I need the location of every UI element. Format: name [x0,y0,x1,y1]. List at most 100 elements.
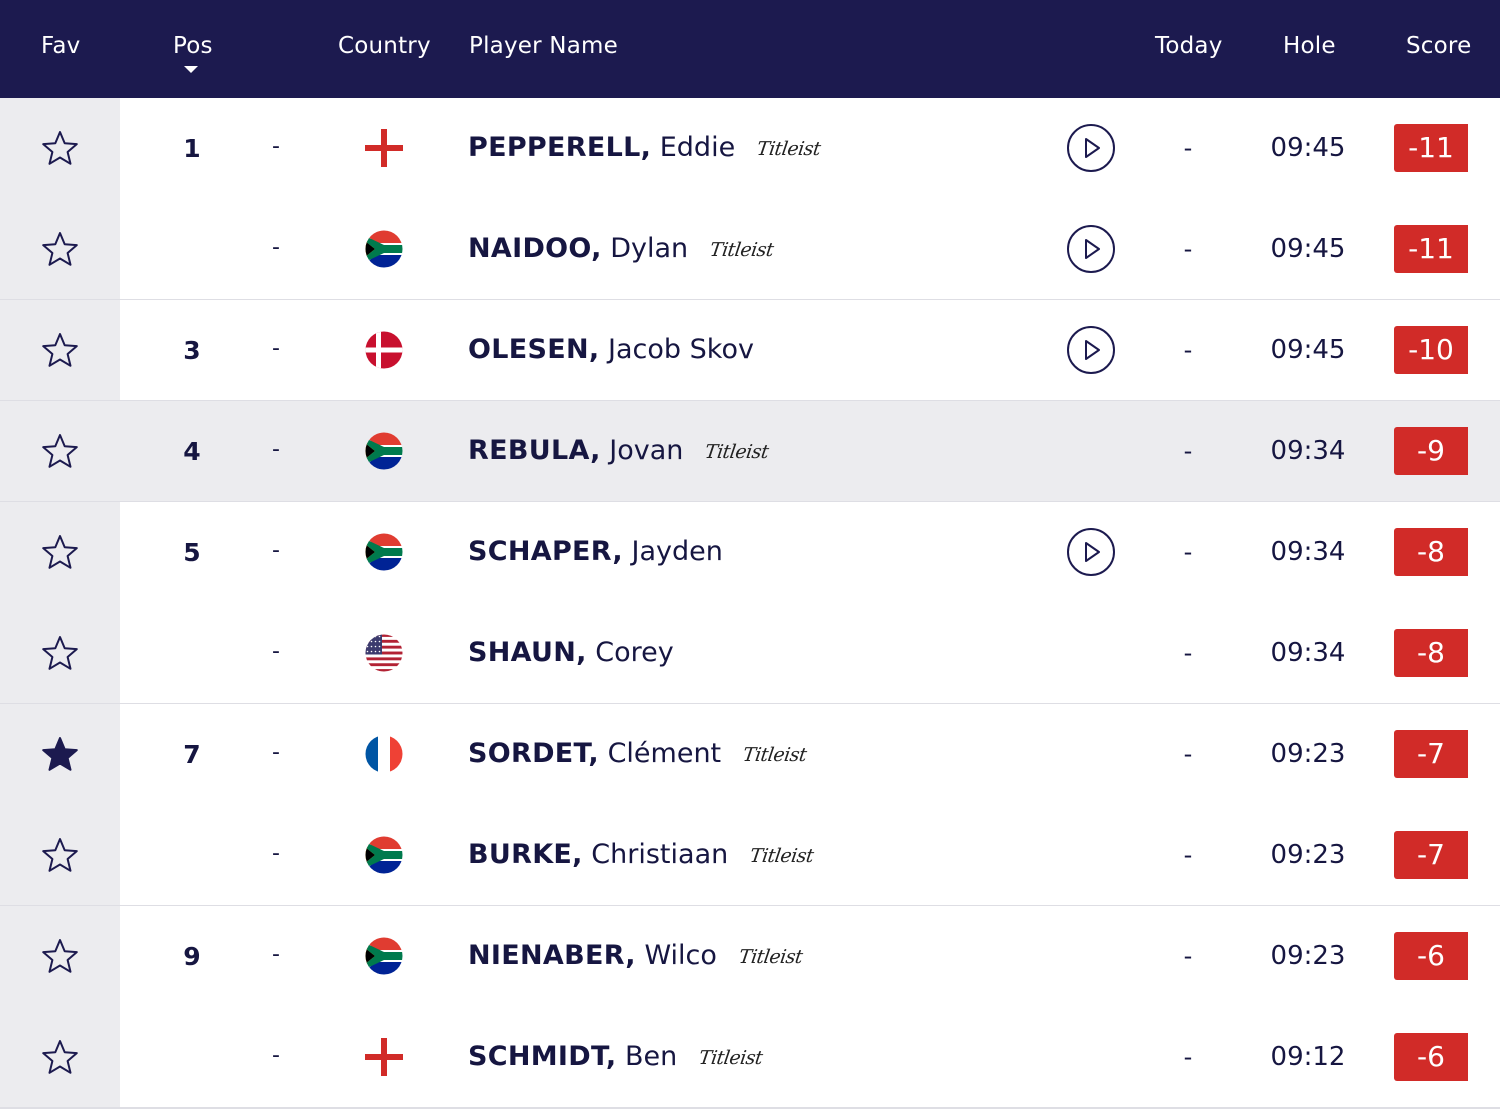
player-first-name: Wilco [635,940,717,971]
position-movement: - [272,235,280,260]
total-score-badge: -6 [1394,932,1468,980]
player-name[interactable]: PEPPERELL, Eddie Titleist [468,132,822,163]
south-africa-flag-icon [365,230,403,268]
tee-time: 09:45 [1270,234,1346,264]
table-row[interactable]: 9 - NIENABER, Wilco Titleist - 09:23 -6 [0,906,1500,1007]
tee-time: 09:45 [1270,335,1346,365]
total-score-badge: -10 [1394,326,1468,374]
player-name[interactable]: NIENABER, Wilco Titleist [468,940,804,971]
position: 4 [183,437,201,466]
today-score: - [1183,1043,1193,1071]
sponsor-logo: Titleist [708,238,775,261]
player-first-name: Clément [598,738,722,769]
fav-cell [0,300,120,401]
today-column-header: Today [1155,33,1223,59]
player-last-name: SHAUN, [468,637,587,668]
tee-time: 09:23 [1270,739,1346,769]
south-africa-flag-icon [365,937,403,975]
player-name[interactable]: SCHAPER, Jayden [468,536,723,567]
play-video-icon[interactable] [1066,123,1116,173]
position: 3 [183,336,201,365]
position-movement: - [272,841,280,866]
today-score: - [1183,740,1193,768]
fav-cell [0,1007,120,1108]
position-movement: - [272,437,280,462]
sponsor-logo: Titleist [703,440,771,463]
table-row[interactable]: 1 - PEPPERELL, Eddie Titleist - 09:45 -11 [0,98,1500,199]
player-name[interactable]: REBULA, Jovan Titleist [468,435,771,466]
table-row[interactable]: - SHAUN, Corey - 09:34 -8 [0,603,1500,704]
tee-time: 09:34 [1270,436,1346,466]
country-column-header: Country [338,33,431,59]
position-movement: - [272,942,280,967]
player-name[interactable]: SHAUN, Corey [468,637,674,668]
fav-cell [0,805,120,906]
player-name[interactable]: SORDET, Clément Titleist [468,738,808,769]
player-name[interactable]: SCHMIDT, Ben Titleist [468,1041,764,1072]
player-name[interactable]: NAIDOO, Dylan Titleist [468,233,775,264]
player-last-name: PEPPERELL, [468,132,652,163]
today-score: - [1183,437,1193,465]
table-row[interactable]: - BURKE, Christiaan Titleist - 09:23 -7 [0,805,1500,906]
star-icon[interactable] [41,1039,79,1075]
tee-time: 09:45 [1270,133,1346,163]
play-video-icon[interactable] [1066,527,1116,577]
total-score-badge: -11 [1394,124,1468,172]
position: 7 [183,740,201,769]
today-score: - [1183,841,1193,869]
total-score-badge: -9 [1394,427,1468,475]
player-first-name: Jacob Skov [599,334,754,365]
star-icon[interactable] [41,433,79,469]
star-icon[interactable] [41,130,79,166]
sort-down-icon[interactable] [184,66,198,73]
total-score-badge: -11 [1394,225,1468,273]
player-first-name: Ben [616,1041,678,1072]
star-icon[interactable] [41,837,79,873]
player-last-name: NIENABER, [468,940,636,971]
player-last-name: NAIDOO, [468,233,602,264]
star-icon[interactable] [41,534,79,570]
tee-time: 09:34 [1270,638,1346,668]
today-score: - [1183,538,1193,566]
sponsor-logo: Titleist [697,1046,764,1069]
table-row[interactable]: - NAIDOO, Dylan Titleist - 09:45 -11 [0,199,1500,300]
score-column-header: Score [1406,33,1472,59]
star-icon[interactable] [41,938,79,974]
south-africa-flag-icon [365,836,403,874]
today-score: - [1183,942,1193,970]
table-row[interactable]: 3 - OLESEN, Jacob Skov - 09:45 -10 [0,300,1500,401]
hole-column-header: Hole [1283,33,1336,59]
position-movement: - [272,134,280,159]
position-movement: - [272,538,280,563]
table-row[interactable]: - SCHMIDT, Ben Titleist - 09:12 -6 [0,1007,1500,1108]
fav-column-header: Fav [41,33,81,59]
play-video-icon[interactable] [1066,325,1116,375]
star-filled-icon[interactable] [41,736,79,772]
position-movement: - [272,336,280,361]
player-name[interactable]: BURKE, Christiaan Titleist [468,839,815,870]
star-icon[interactable] [41,635,79,671]
star-icon[interactable] [41,332,79,368]
position-movement: - [272,1043,280,1068]
leaderboard-header: Fav Pos Country Player Name Today Hole S… [0,0,1500,98]
table-row[interactable]: 7 - SORDET, Clément Titleist - 09:23 -7 [0,704,1500,805]
player-first-name: Eddie [651,132,736,163]
star-icon[interactable] [41,231,79,267]
player-first-name: Corey [586,637,674,668]
total-score-badge: -7 [1394,831,1468,879]
fav-cell [0,98,120,199]
usa-flag-icon [365,634,403,672]
player-name[interactable]: OLESEN, Jacob Skov [468,334,754,365]
pos-column-header[interactable]: Pos [173,33,213,59]
play-video-icon[interactable] [1066,224,1116,274]
player-last-name: SCHAPER, [468,536,623,567]
player-first-name: Christiaan [582,839,729,870]
player-first-name: Dylan [601,233,689,264]
table-row[interactable]: 5 - SCHAPER, Jayden - 09:34 -8 [0,502,1500,603]
fav-cell [0,502,120,603]
position: 1 [183,134,201,163]
sponsor-logo: Titleist [737,945,804,968]
england-flag-icon [365,1038,403,1076]
tee-time: 09:34 [1270,537,1346,567]
table-row[interactable]: 4 - REBULA, Jovan Titleist - 09:34 -9 [0,401,1500,502]
